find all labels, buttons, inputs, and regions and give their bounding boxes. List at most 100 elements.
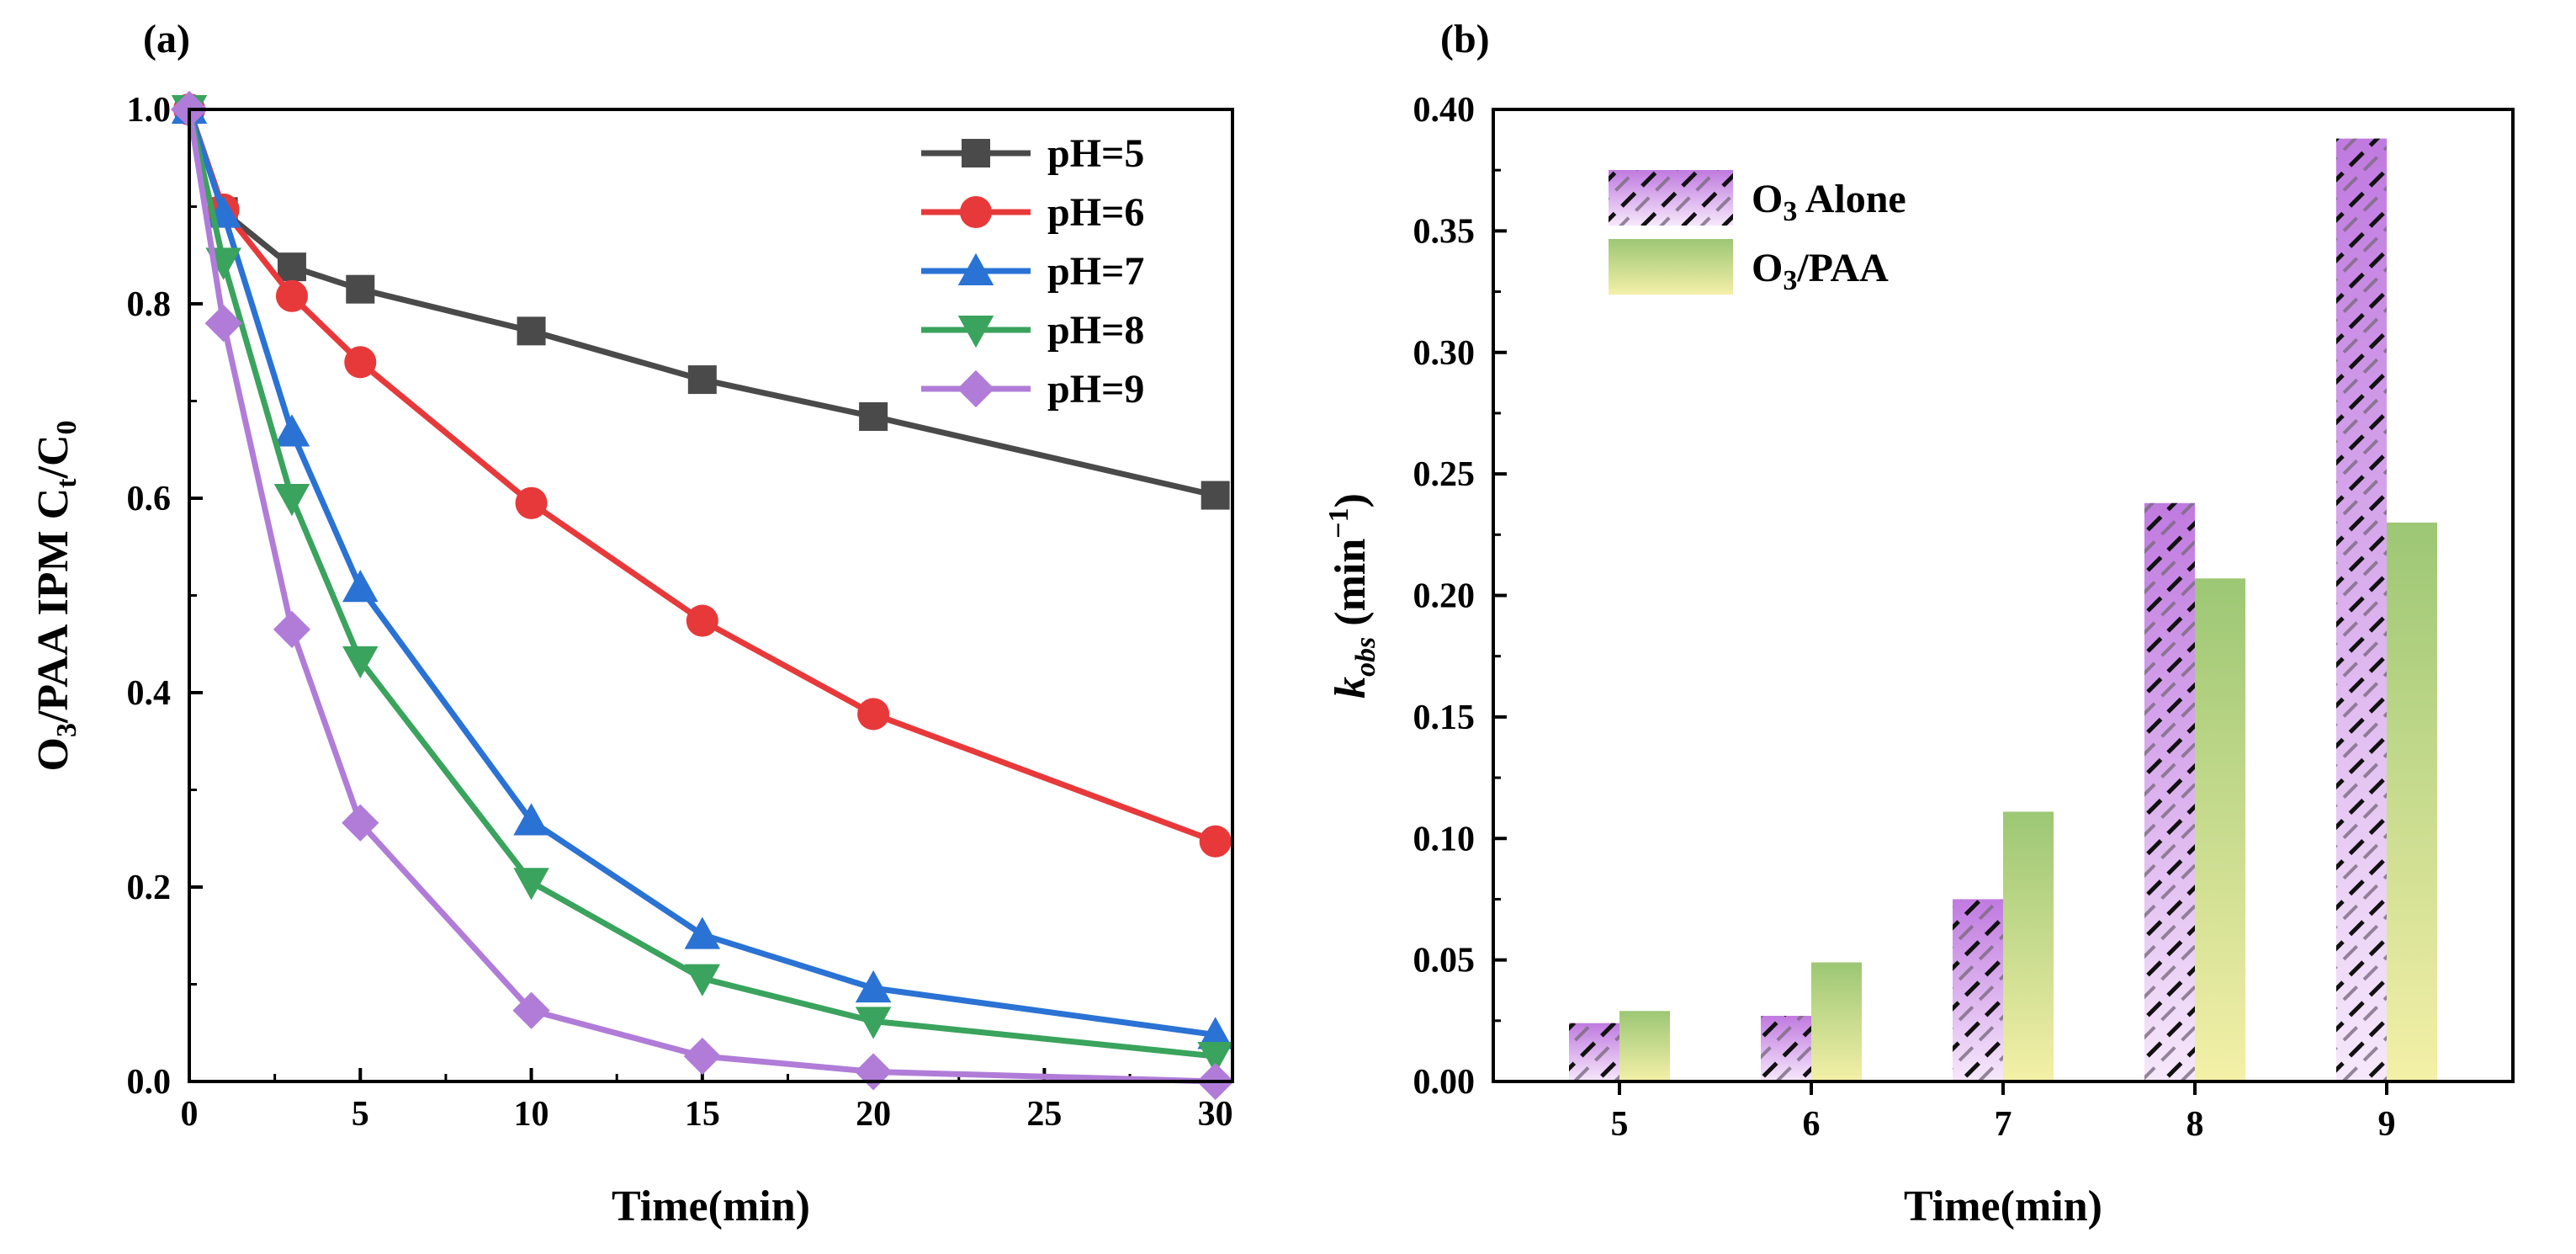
y-tick-label: 0.0	[127, 1063, 172, 1102]
x-tick-label: 8	[2186, 1105, 2204, 1144]
y-tick-label: 0.00	[1413, 1063, 1476, 1102]
panel-a-label: (a)	[143, 17, 190, 61]
data-point	[513, 868, 549, 901]
data-point	[1197, 1017, 1233, 1049]
data-point	[859, 401, 888, 431]
data-point	[855, 1007, 892, 1039]
y-tick-label: 0.2	[127, 869, 172, 907]
legend-swatch-hatch	[1609, 170, 1733, 226]
legend-marker	[957, 252, 994, 285]
panel-b-label: (b)	[1440, 17, 1490, 61]
panel-b-y-axis-label: kobs (min−1)	[1323, 493, 1381, 699]
legend-swatch	[1609, 239, 1733, 295]
legend-marker	[957, 369, 995, 408]
legend-label: O3 Alone	[1752, 177, 1906, 227]
data-point	[1201, 481, 1230, 510]
series-pH=9	[170, 90, 1234, 1101]
panel-b-x-axis-label: Time(min)	[1904, 1182, 2102, 1230]
legend-label: pH=8	[1047, 308, 1144, 353]
legend-label: pH=5	[1047, 131, 1144, 176]
legend-label: pH=6	[1047, 190, 1144, 235]
legend-entry: pH=8	[921, 308, 1144, 353]
y-tick-label: 0.05	[1413, 942, 1476, 980]
x-tick-label: 15	[685, 1095, 720, 1134]
x-tick-label: 25	[1026, 1095, 1062, 1134]
bar-o3-paa	[2195, 578, 2245, 1081]
bar-o3-paa	[2387, 522, 2437, 1081]
x-tick-label: 30	[1198, 1095, 1233, 1134]
series-pH=7	[171, 91, 1233, 1049]
data-point	[277, 252, 306, 282]
legend-entry: O3 Alone	[1609, 170, 1906, 227]
y-tick-label: 1.0	[127, 91, 172, 130]
x-tick-label: 10	[514, 1095, 549, 1134]
x-tick-label: 5	[352, 1095, 369, 1134]
series-line	[186, 108, 1216, 1039]
x-tick-label: 6	[1803, 1105, 1821, 1144]
data-point	[687, 365, 717, 395]
bar-o3-paa	[1811, 962, 1862, 1081]
data-point	[512, 991, 550, 1029]
data-point	[273, 484, 310, 517]
y-tick-label: 0.25	[1413, 455, 1476, 494]
legend-marker	[959, 195, 993, 229]
data-point	[855, 970, 892, 1003]
data-point	[684, 964, 721, 996]
panel-b-plot-frame	[1492, 108, 2515, 1083]
y-tick-label: 0.30	[1413, 334, 1476, 373]
panel-b-bars	[1569, 138, 2437, 1081]
legend-marker	[957, 316, 994, 348]
legend-entry: pH=9	[921, 367, 1144, 412]
bar-o3-alone-hatch	[2336, 138, 2387, 1081]
bar-o3-paa	[2003, 811, 2054, 1081]
panel-a-y-axis-label: O3/PAA IPM Ct/C0	[29, 420, 82, 771]
bar-o3-alone-hatch	[1569, 1023, 1619, 1081]
bar-o3-alone-hatch	[2144, 502, 2195, 1081]
panel-b: (b) 0.00 0.05 0.10 0.15 0.20 0.25 0.30 0.35 0.40…	[1323, 17, 2515, 1230]
legend-label: pH=9	[1047, 367, 1144, 412]
panel-a-x-axis-label: Time(min)	[612, 1182, 810, 1230]
legend-label: O3/PAA	[1752, 246, 1889, 296]
x-tick-label: 0	[181, 1095, 199, 1134]
legend-entry: pH=7	[921, 249, 1144, 294]
y-tick-label: 0.4	[127, 674, 172, 713]
data-point	[857, 698, 890, 731]
data-point	[273, 610, 311, 649]
legend-entry: O3/PAA	[1609, 239, 1889, 296]
series-pH=8	[171, 95, 1233, 1075]
y-tick-label: 0.10	[1413, 820, 1476, 858]
x-tick-label: 9	[2378, 1105, 2396, 1144]
data-point	[686, 604, 718, 637]
series-line	[186, 109, 1216, 1085]
data-point	[346, 274, 375, 304]
data-point	[273, 414, 310, 447]
y-tick-label: 0.6	[127, 480, 172, 518]
data-point	[684, 917, 721, 949]
data-point	[342, 570, 379, 603]
data-point	[513, 803, 549, 836]
data-point	[1199, 825, 1232, 858]
data-point	[342, 804, 379, 842]
data-point	[855, 1053, 893, 1091]
legend-marker	[962, 139, 990, 167]
bar-o3-alone-hatch	[1761, 1016, 1811, 1081]
bar-o3-alone-hatch	[1953, 899, 2003, 1081]
y-tick-label: 0.40	[1413, 91, 1476, 130]
y-tick-label: 0.20	[1413, 577, 1476, 616]
y-tick-label: 0.15	[1413, 699, 1476, 737]
data-point	[342, 646, 379, 679]
x-tick-label: 5	[1611, 1105, 1629, 1144]
data-point	[204, 305, 242, 343]
y-tick-label: 0.35	[1413, 212, 1476, 251]
x-tick-label: 20	[856, 1095, 891, 1134]
panel-b-legend: O3 Alone O3/PAA	[1609, 170, 1906, 296]
legend-entry: pH=5	[921, 131, 1144, 176]
data-point	[344, 346, 377, 379]
legend-label: pH=7	[1047, 249, 1144, 294]
legend-entry: pH=6	[921, 190, 1144, 235]
data-point	[515, 486, 548, 519]
panel-b-ticks: 0.00 0.05 0.10 0.15 0.20 0.25 0.30 0.35 0.40 5 6 7 8…	[1413, 91, 2396, 1144]
panel-a: (a) 0 5 10 15 20 25 30 0.0 0.2 0.4 0.6 0.8 1.0 Time(…	[29, 17, 1234, 1230]
panel-a-legend: pH=5 pH=6 pH=7 pH=8 pH=9	[921, 131, 1144, 412]
